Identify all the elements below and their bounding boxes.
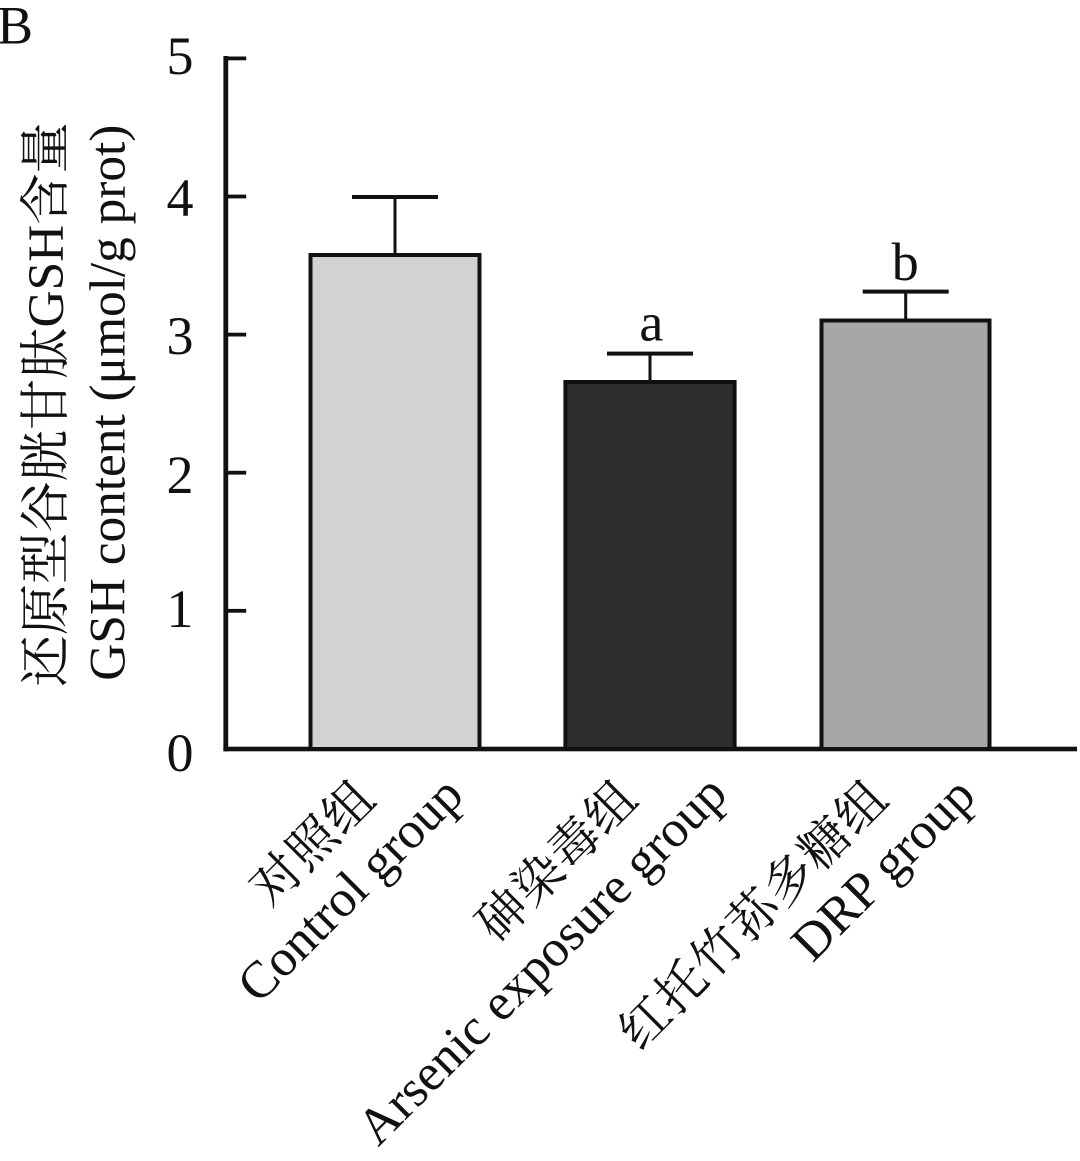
svg-text:GSH content (μmol/g prot): GSH content (μmol/g prot) <box>79 125 136 681</box>
svg-text:5: 5 <box>167 26 194 86</box>
svg-text:b: b <box>892 232 919 292</box>
svg-text:1: 1 <box>167 579 194 639</box>
svg-text:a: a <box>639 293 663 353</box>
svg-text:4: 4 <box>167 168 194 228</box>
svg-text:2: 2 <box>167 445 194 505</box>
svg-text:B: B <box>0 0 33 56</box>
svg-text:3: 3 <box>167 306 194 366</box>
svg-text:GSH: GSH <box>18 225 75 328</box>
svg-text:0: 0 <box>167 723 194 783</box>
